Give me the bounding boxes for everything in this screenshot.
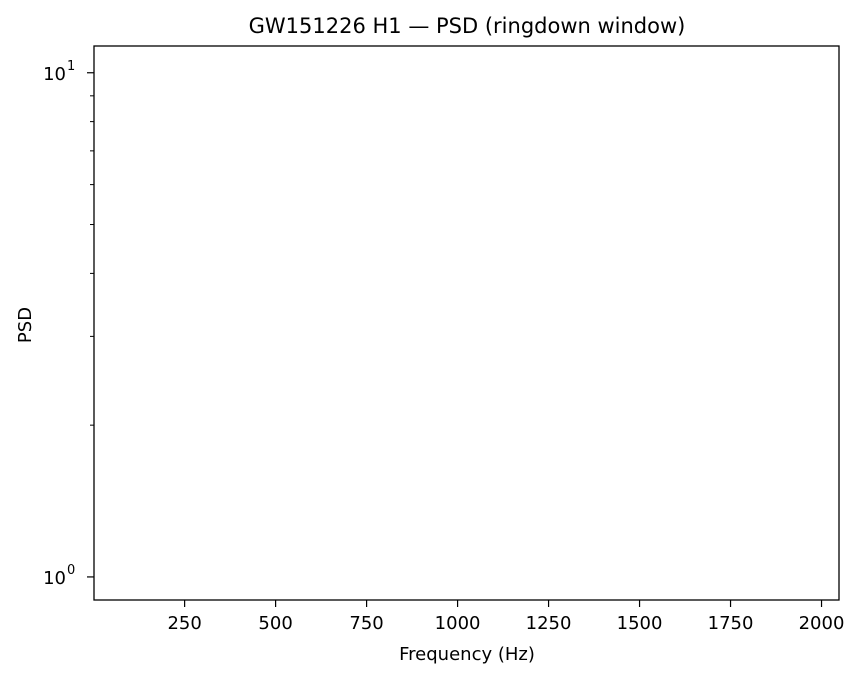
y-tick-exponent: 0 [67,563,75,578]
y-tick-exponent: 1 [67,59,75,74]
x-tick-label: 1500 [617,613,663,634]
x-axis-ticks: 250 500 750 1000 1250 1500 1750 2000 [167,600,844,634]
x-tick-label: 500 [258,613,292,634]
x-tick-label: 1750 [708,613,754,634]
x-tick-label: 250 [167,613,201,634]
x-tick-label: 1000 [435,613,481,634]
x-tick-label: 1250 [526,613,572,634]
y-tick-label: 10 [43,568,66,589]
chart-title: GW151226 H1 — PSD (ringdown window) [249,14,686,38]
y-axis-label: PSD [15,307,36,343]
x-tick-label: 750 [349,613,383,634]
plot-area [93,45,840,601]
x-tick-label: 2000 [799,613,845,634]
y-tick-label: 10 [43,64,66,85]
x-axis-label: Frequency (Hz) [399,644,535,665]
